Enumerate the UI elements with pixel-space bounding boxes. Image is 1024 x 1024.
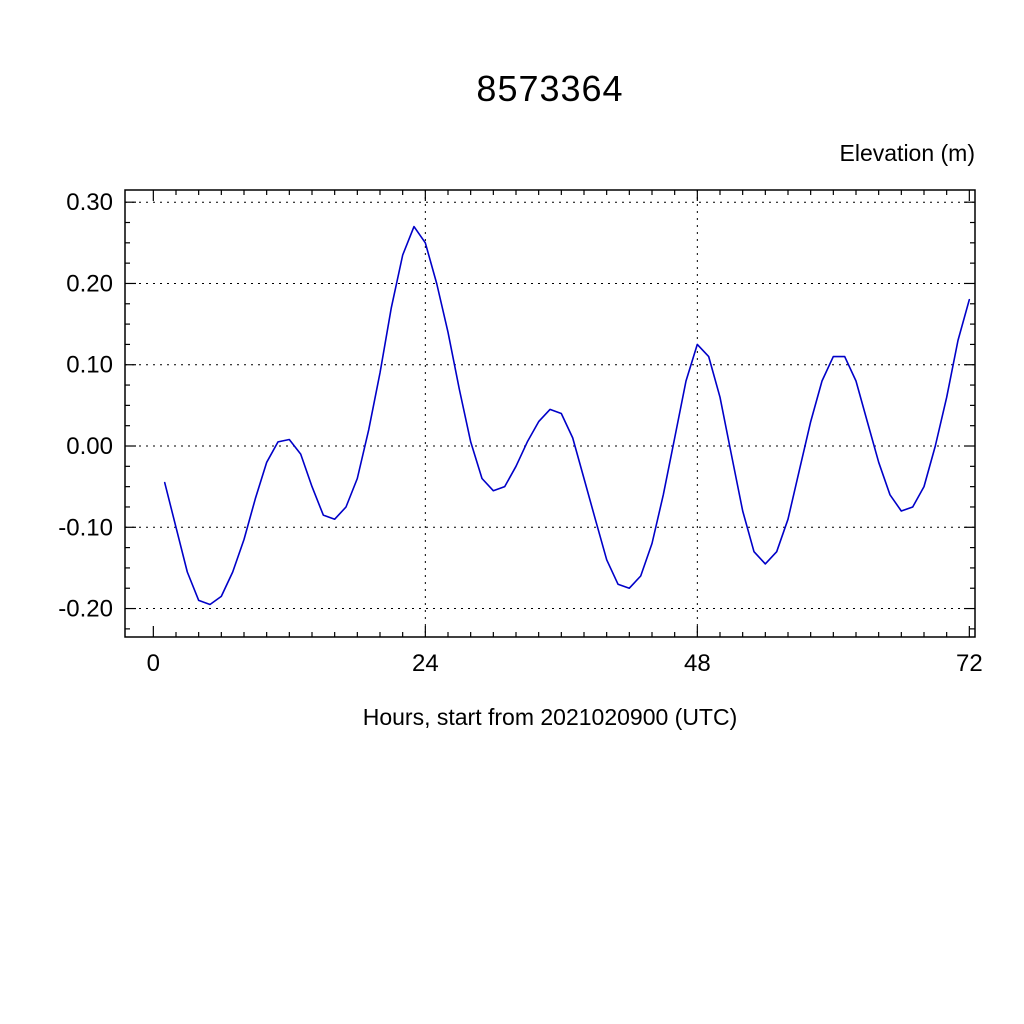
plot-frame xyxy=(124,189,976,638)
y-tick-label: 0.20 xyxy=(66,270,113,297)
y-tick-label: -0.10 xyxy=(58,514,113,541)
y-tick-label: -0.20 xyxy=(58,596,113,623)
y-tick-label: 0.10 xyxy=(66,352,113,379)
tide-elevation-line xyxy=(163,225,971,606)
y-tick-label: 0.00 xyxy=(66,433,113,460)
chart-title: 8573364 xyxy=(476,68,624,109)
y-tick-label: 0.30 xyxy=(66,189,113,216)
x-tick-label: 72 xyxy=(956,650,983,677)
x-tick-label: 24 xyxy=(412,650,439,677)
x-tick-label: 0 xyxy=(147,650,160,677)
x-tick-label: 48 xyxy=(684,650,711,677)
x-axis-label: Hours, start from 2021020900 (UTC) xyxy=(362,704,738,730)
y-axis-unit-label: Elevation (m) xyxy=(839,140,975,166)
